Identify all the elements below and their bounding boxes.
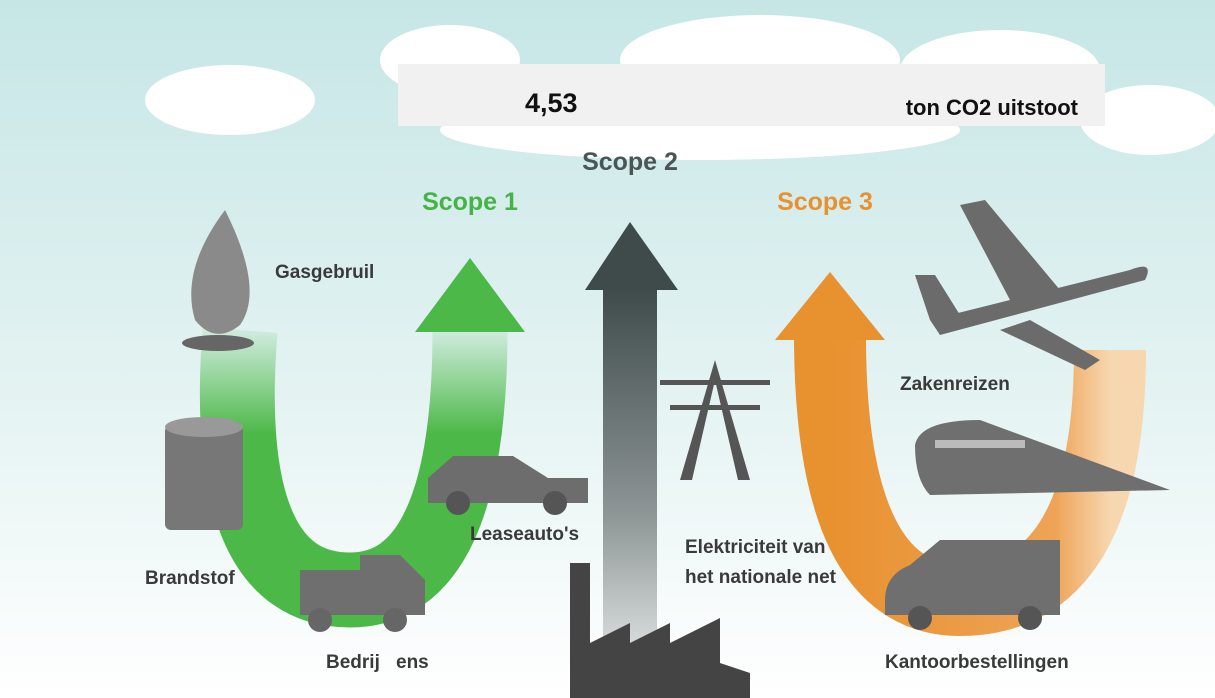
icons-part [383, 608, 407, 632]
infographic: 4,53 ton CO2 uitstoot Scope 2 Scope 1 Sc… [0, 0, 1215, 698]
gas-label: Gasgebruil [275, 262, 374, 283]
vehicle-label-start: Bedrij [326, 652, 380, 673]
page: 4,53 ton CO2 uitstoot Scope 2 Scope 1 Sc… [0, 0, 1215, 698]
electricity-label: het nationale net [685, 567, 837, 588]
travel-label: Zakenreizen [900, 374, 1010, 395]
icons-part [908, 606, 932, 630]
barrel-top [165, 417, 243, 437]
lease-label: Leaseauto's [470, 524, 579, 545]
icons-part [446, 491, 470, 515]
icons-part [1018, 606, 1042, 630]
scope-label: Scope 1 [422, 188, 518, 216]
icons-part [543, 491, 567, 515]
orders-label: Kantoorbestellingen [885, 652, 1069, 673]
scope-label: Scope 2 [582, 148, 678, 176]
clouds-part [145, 65, 315, 135]
icons-part [660, 380, 770, 385]
burner-icon [182, 335, 254, 351]
fuel-label: Brandstof [145, 568, 235, 589]
icons-part [670, 405, 760, 410]
barrel-icon [165, 425, 243, 530]
vehicle-label-end: ens [396, 652, 429, 673]
total-value: 4,53 [525, 88, 578, 118]
icons-part [308, 608, 332, 632]
electricity-label: Elektriciteit van [685, 537, 825, 558]
scope-label: Scope 3 [777, 188, 873, 216]
icons-part [935, 440, 1025, 448]
total-unit: ton CO2 uitstoot [906, 95, 1079, 120]
